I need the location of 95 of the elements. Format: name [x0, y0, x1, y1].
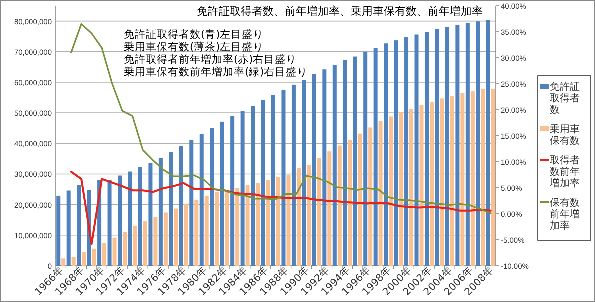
bar [169, 152, 174, 266]
bar [128, 172, 132, 266]
bar [194, 200, 199, 266]
bar [312, 74, 316, 266]
annotation: 免許証取得者数(青)左目盛り [124, 28, 264, 41]
bar [420, 105, 424, 266]
bar [292, 84, 296, 266]
bar [348, 140, 352, 266]
annotation: 乗用車保有数前年増加率(緑)右目盛り [124, 66, 308, 78]
bar [138, 167, 142, 266]
bar [328, 152, 332, 266]
bar [251, 106, 256, 266]
bar [62, 258, 66, 266]
bar [317, 158, 322, 266]
bar [220, 122, 224, 266]
line-series [70, 170, 492, 246]
bar [322, 70, 327, 266]
bar [486, 20, 490, 266]
bar [123, 232, 128, 266]
bar [307, 165, 312, 266]
bar [440, 98, 444, 266]
bar [108, 180, 112, 266]
bar [374, 48, 378, 266]
bar [236, 188, 240, 266]
bar [364, 52, 368, 266]
bar [430, 102, 434, 266]
bar [77, 185, 82, 266]
bar [389, 116, 394, 266]
bar [82, 252, 86, 266]
bar [456, 24, 460, 266]
bar [424, 32, 429, 266]
bar [133, 226, 138, 266]
bar [445, 27, 450, 266]
bar [410, 109, 414, 266]
bar [286, 174, 291, 266]
bar [210, 128, 214, 266]
bar [404, 38, 409, 266]
bar [276, 177, 280, 266]
bar [476, 22, 480, 266]
bar [174, 208, 178, 266]
legend-label: 免許証取得者数 [550, 81, 580, 116]
bar [184, 204, 188, 266]
bar [112, 238, 117, 266]
legend-label: 取得者数前年増加率 [549, 154, 580, 190]
bar [460, 93, 465, 266]
bar [414, 34, 419, 266]
bar [179, 146, 184, 266]
bar [246, 185, 250, 266]
bar [256, 183, 260, 266]
bar [435, 29, 440, 266]
bar [384, 44, 388, 266]
bar [66, 190, 71, 266]
bar [272, 95, 276, 266]
bar [261, 100, 266, 266]
bar [296, 168, 301, 266]
annotation: 乗用車保有数(薄茶)左目盛り [124, 40, 264, 54]
bar [399, 112, 404, 266]
bar [378, 121, 383, 266]
bar [204, 196, 209, 266]
chart-title: 免許証取得者数、前年増加率、乗用車保有数、前年増加率 [197, 5, 483, 18]
bar [215, 192, 220, 266]
bar [353, 56, 358, 266]
bar [466, 23, 470, 266]
legend-label: 保有数前年増加率 [550, 197, 580, 232]
bar [164, 212, 168, 266]
bar [148, 163, 153, 266]
bar [394, 40, 398, 266]
bar [338, 146, 342, 266]
bar [481, 89, 486, 266]
bar [240, 111, 245, 266]
line-series [70, 23, 492, 214]
bar [225, 191, 230, 266]
bar [491, 89, 496, 266]
bar [92, 248, 96, 266]
bar [72, 257, 76, 266]
bar [118, 176, 122, 266]
annotation: 免許取得者前年増加率(赤)右目盛り [124, 53, 298, 66]
bar [266, 180, 270, 266]
bar [470, 91, 475, 266]
bar [190, 140, 194, 266]
bar [332, 65, 337, 266]
bar [158, 158, 163, 266]
bar [450, 96, 454, 266]
bar [282, 90, 286, 266]
bar [343, 60, 348, 266]
bar [200, 134, 204, 266]
bar [154, 217, 158, 266]
bar [56, 196, 61, 266]
legend-label: 乗用車保有数 [550, 124, 580, 147]
bar [358, 134, 362, 266]
bar [302, 80, 306, 266]
bar [143, 221, 148, 266]
bar [102, 243, 107, 266]
bar [368, 128, 373, 266]
bar [230, 116, 235, 266]
